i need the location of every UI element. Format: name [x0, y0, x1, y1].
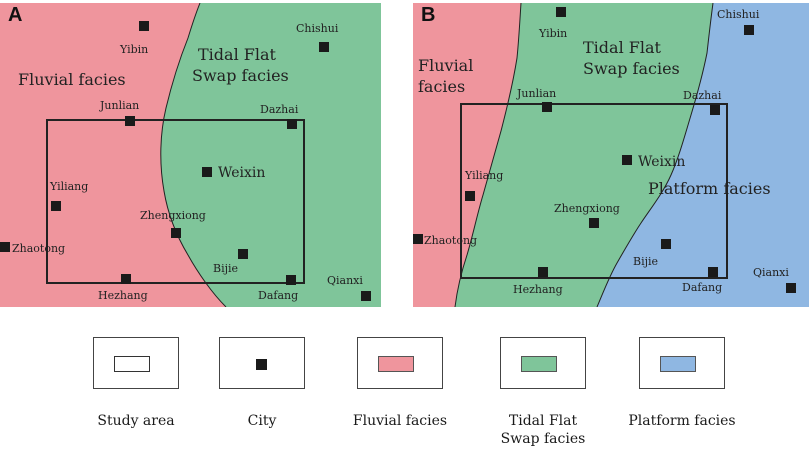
- city-label-hezhang: Hezhang: [98, 289, 148, 302]
- map-a-svg: Yibin Chishui Junlian Dazhai Weixin Yiliang Zh…: [0, 3, 381, 307]
- city-label-weixin: Weixin: [638, 154, 685, 170]
- legend-fluvial: Fluvial facies: [330, 337, 470, 430]
- city-marker-zhengxiong: [171, 228, 181, 238]
- city-label-bijie: Bijie: [633, 255, 658, 268]
- city-label-qianxi: Qianxi: [327, 274, 363, 287]
- platform-region: [597, 3, 809, 307]
- facies-label-fluvial-line1: Fluvial: [418, 56, 473, 75]
- facies-label-tidal-line2: Swap facies: [583, 59, 680, 78]
- platform-swatch: [660, 356, 696, 372]
- city-marker-yibin: [139, 21, 149, 31]
- legend-tidal: Tidal Flat Swap facies: [473, 337, 613, 448]
- panel-letter: A: [8, 4, 23, 26]
- city-label-yiliang: Yiliang: [464, 169, 503, 182]
- city-label-yiliang: Yiliang: [49, 180, 88, 193]
- map-panel-b: Yibin Chishui Junlian Dazhai Weixin Yiliang Zh…: [413, 3, 809, 307]
- legend-label-tidal: Tidal Flat Swap facies: [473, 412, 613, 448]
- city-marker-weixin: [202, 167, 212, 177]
- tidal-swatch: [521, 356, 557, 372]
- legend-frame: [500, 337, 586, 389]
- city-label-bijie: Bijie: [213, 262, 238, 275]
- city-marker-weixin: [622, 155, 632, 165]
- city-marker-junlian: [125, 116, 135, 126]
- city-marker-dazhai: [287, 119, 297, 129]
- city-marker-chishui: [319, 42, 329, 52]
- legend-label-platform: Platform facies: [628, 413, 736, 429]
- facies-label-tidal-line1: Tidal Flat: [583, 38, 662, 57]
- legend-label-fluvial: Fluvial facies: [352, 413, 448, 429]
- city-marker-hezhang: [121, 274, 131, 284]
- city-marker-yiliang: [465, 191, 475, 201]
- city-marker-yiliang: [51, 201, 61, 211]
- city-marker-bijie: [238, 249, 248, 259]
- city-label-dazhai: Dazhai: [260, 103, 299, 116]
- panel-letter: B: [421, 4, 436, 26]
- city-label-zhengxiong: Zhengxiong: [554, 202, 620, 215]
- legend-label-study-area: Study area: [97, 413, 175, 429]
- city-label-yibin: Yibin: [119, 43, 148, 56]
- city-marker-junlian: [542, 102, 552, 112]
- facies-label-fluvial: Fluvial facies: [18, 70, 126, 89]
- city-marker-qianxi: [361, 291, 371, 301]
- study-area-box: [46, 119, 305, 284]
- legend-frame: [357, 337, 443, 389]
- city-label-weixin: Weixin: [218, 165, 265, 181]
- city-marker-zhaotong: [413, 234, 423, 244]
- legend-frame: [219, 337, 305, 389]
- legend-frame: [93, 337, 179, 389]
- study-area-box: [460, 103, 728, 279]
- city-label-dafang: Dafang: [682, 281, 722, 294]
- city-marker-dazhai: [710, 105, 720, 115]
- city-marker-bijie: [661, 239, 671, 249]
- city-label-qianxi: Qianxi: [753, 266, 789, 279]
- legend: Study area City Fluvial facies Tidal Fla…: [0, 337, 809, 454]
- legend-platform: Platform facies: [612, 337, 752, 430]
- city-label-chishui: Chishui: [717, 8, 760, 21]
- fluvial-boundary: [454, 3, 522, 307]
- city-marker-hezhang: [538, 267, 548, 277]
- city-marker-zhengxiong: [589, 218, 599, 228]
- facies-label-fluvial-line2: facies: [418, 77, 465, 96]
- map-panel-a: Yibin Chishui Junlian Dazhai Weixin Yiliang Zh…: [0, 3, 381, 307]
- city-label-yibin: Yibin: [538, 27, 567, 40]
- tidal-flat-region: [160, 3, 381, 307]
- legend-label-city: City: [247, 413, 277, 429]
- city-marker-chishui: [744, 25, 754, 35]
- city-label-dafang: Dafang: [258, 289, 298, 302]
- city-label-junlian: Junlian: [99, 99, 139, 112]
- map-b-svg: Yibin Chishui Junlian Dazhai Weixin Yiliang Zh…: [413, 3, 809, 307]
- fluvial-swatch: [378, 356, 414, 372]
- city-label-zhaotong: Zhaotong: [424, 234, 477, 247]
- city-marker-zhaotong: [0, 242, 10, 252]
- city-marker-yibin: [556, 7, 566, 17]
- facies-label-tidal-line2: Swap facies: [192, 66, 289, 85]
- legend-city: City: [192, 337, 332, 430]
- legend-study-area: Study area: [66, 337, 206, 430]
- city-label-chishui: Chishui: [296, 22, 339, 35]
- facies-label-tidal-line1: Tidal Flat: [198, 45, 277, 64]
- study-area-swatch: [114, 356, 150, 372]
- city-marker-dafang: [286, 275, 296, 285]
- city-label-junlian: Junlian: [516, 87, 556, 100]
- city-label-zhengxiong: Zhengxiong: [140, 209, 206, 222]
- city-marker-qianxi: [786, 283, 796, 293]
- legend-frame: [639, 337, 725, 389]
- legend-label-tidal-line1: Tidal Flat: [508, 413, 578, 429]
- platform-boundary: [596, 3, 714, 307]
- city-marker-dafang: [708, 267, 718, 277]
- city-marker-icon: [256, 359, 267, 370]
- facies-label-platform: Platform facies: [648, 179, 771, 198]
- city-label-dazhai: Dazhai: [683, 89, 722, 102]
- city-label-zhaotong: Zhaotong: [12, 242, 65, 255]
- facies-boundary: [160, 3, 227, 307]
- city-label-hezhang: Hezhang: [513, 283, 563, 296]
- legend-label-tidal-line2: Swap facies: [500, 431, 586, 447]
